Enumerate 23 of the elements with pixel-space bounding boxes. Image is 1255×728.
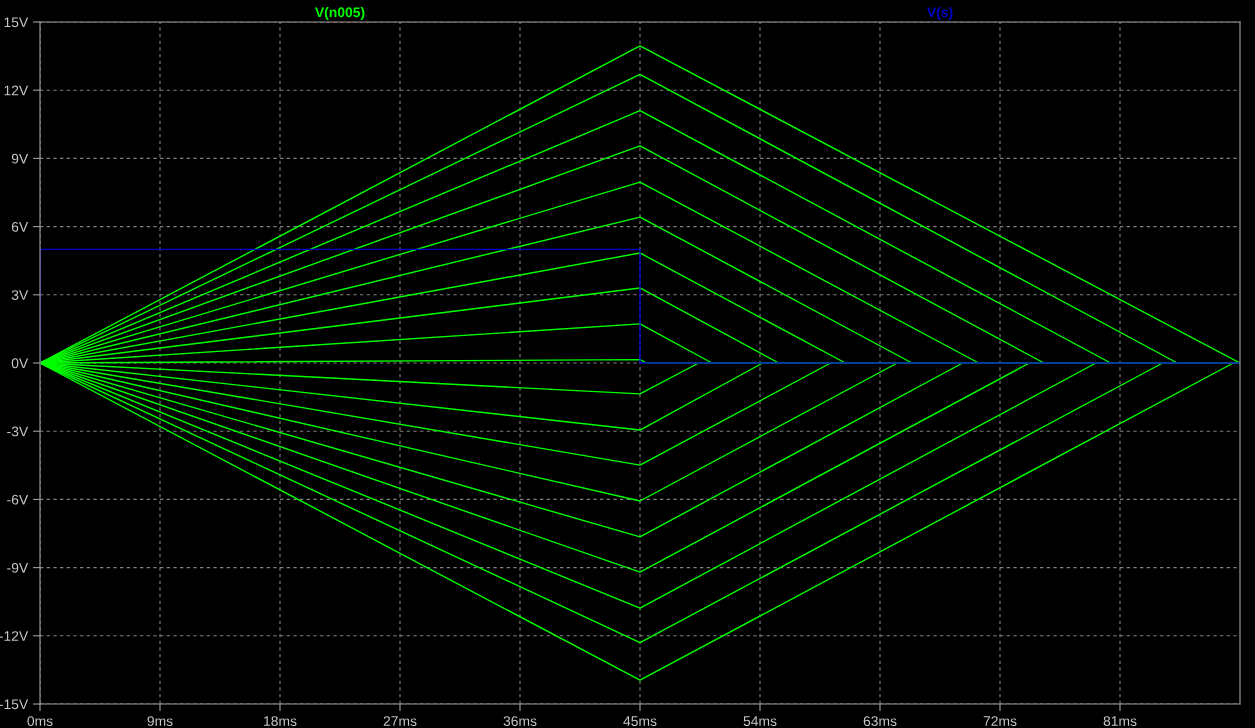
- y-tick-label: 15V: [4, 17, 29, 28]
- x-tick-label: 9ms: [147, 716, 173, 727]
- x-tick-label: 18ms: [264, 716, 297, 727]
- y-tick-label: 3V: [11, 290, 29, 300]
- x-tick-label: 45ms: [623, 716, 657, 727]
- y-tick-label: 12V: [4, 85, 29, 96]
- y-tick-label: -15V: [0, 699, 29, 710]
- y-tick-label: -3V: [7, 426, 29, 437]
- x-tick-label: 63ms: [863, 716, 897, 727]
- y-tick-label: 0V: [11, 358, 29, 369]
- x-tick-label: 72ms: [983, 716, 1017, 727]
- y-tick-label: 6V: [11, 221, 29, 232]
- text: V(s): [926, 7, 953, 20]
- text: V(n005): [315, 7, 365, 20]
- x-tick-label: 54ms: [743, 716, 777, 727]
- y-tick-label: 9V: [11, 153, 29, 164]
- y-tick-label: -12V: [0, 631, 29, 641]
- y-tick-label: -6V: [7, 494, 29, 505]
- y-tick-label: -9V: [7, 562, 29, 573]
- x-tick-label: 36ms: [503, 716, 537, 727]
- x-tick-label: 81ms: [1103, 716, 1137, 727]
- x-tick-label: 0ms: [27, 716, 53, 727]
- x-tick-label: 27ms: [383, 716, 417, 727]
